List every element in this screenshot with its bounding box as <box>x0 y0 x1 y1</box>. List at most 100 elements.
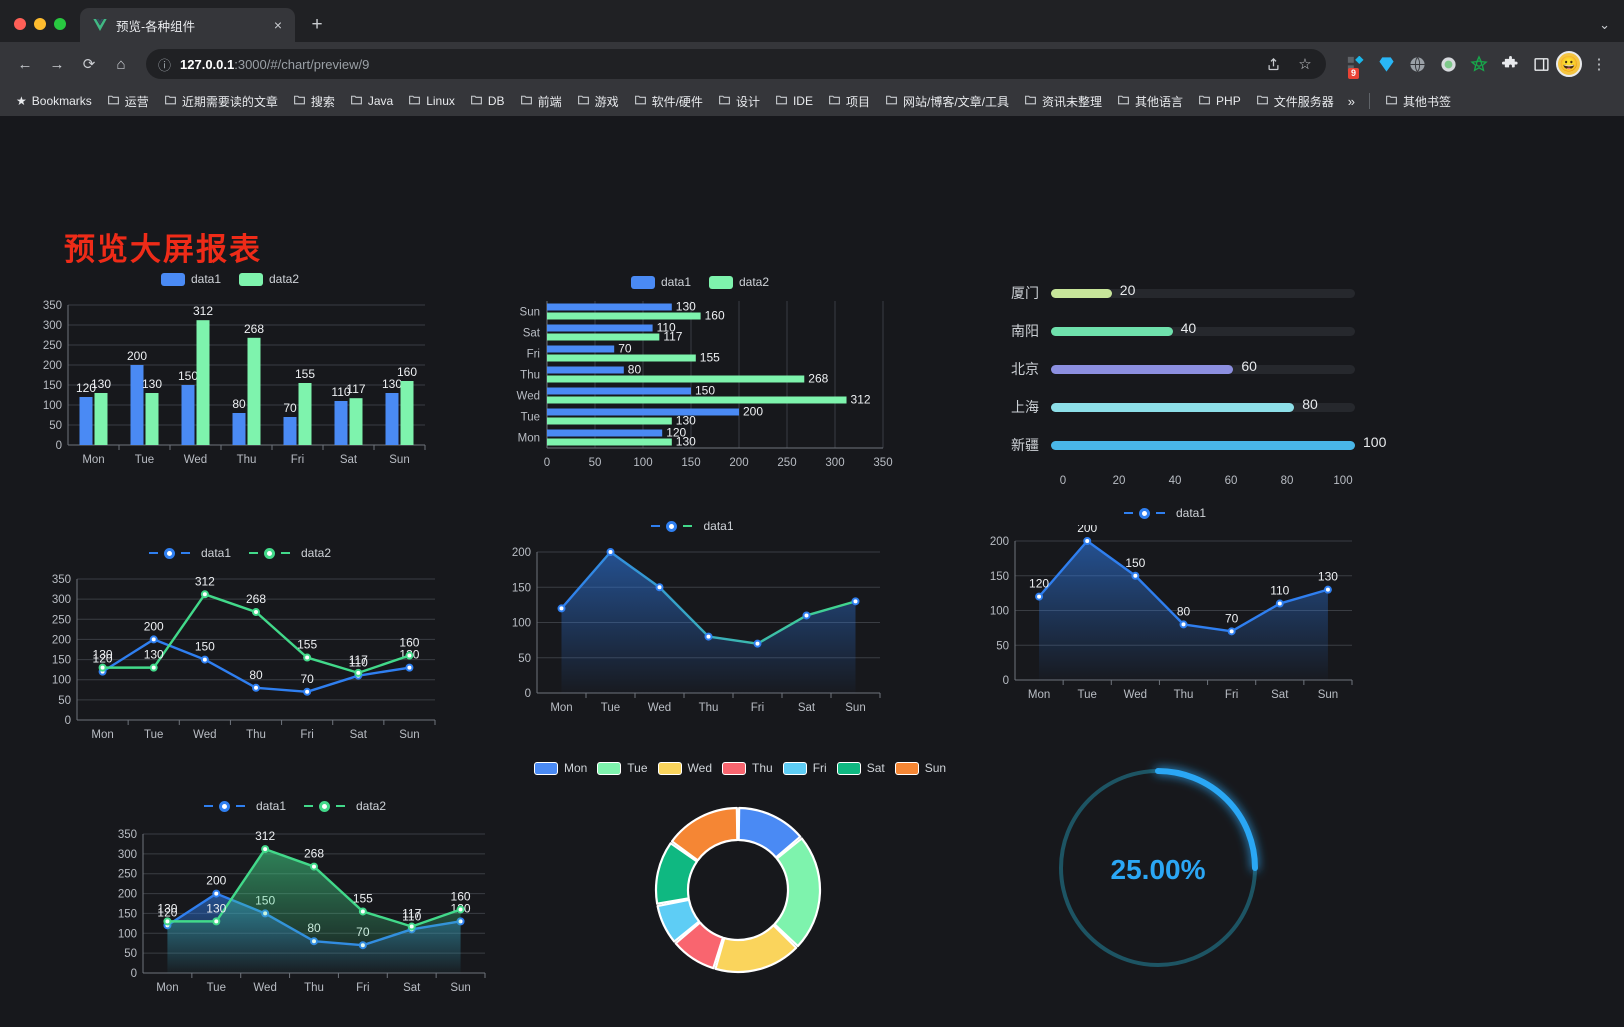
bookmark-star-icon[interactable]: ☆ <box>1298 56 1312 73</box>
globe-icon[interactable] <box>1404 51 1430 77</box>
bar[interactable] <box>547 438 672 446</box>
bookmark-folder[interactable]: 文件服务器 <box>1250 90 1340 113</box>
data-point[interactable] <box>358 907 367 916</box>
bar[interactable] <box>547 387 691 395</box>
bar[interactable] <box>547 396 847 404</box>
back-button[interactable]: ← <box>17 55 33 73</box>
legend-item-data1[interactable]: data1 <box>651 519 734 533</box>
pie-slice[interactable] <box>714 924 798 974</box>
bar[interactable] <box>232 413 246 445</box>
data-point[interactable] <box>310 862 318 871</box>
bookmark-folder[interactable]: 搜索 <box>287 90 341 113</box>
legend-item-wed[interactable]: Wed <box>657 761 712 775</box>
data-point[interactable] <box>802 611 811 620</box>
site-info-icon[interactable]: ⓘ <box>158 57 172 73</box>
data-point[interactable] <box>1179 620 1188 629</box>
maximize-window-button[interactable] <box>54 18 66 30</box>
new-tab-button[interactable]: + <box>311 14 323 35</box>
bar[interactable] <box>145 393 159 445</box>
data-point[interactable] <box>212 889 221 898</box>
data-point[interactable] <box>149 663 158 672</box>
bar[interactable] <box>547 312 701 320</box>
data-point[interactable] <box>1227 627 1236 636</box>
bookmark-folder[interactable]: Linux <box>402 90 461 112</box>
bookmark-folder[interactable]: 项目 <box>822 90 876 113</box>
bookmark-folder[interactable]: 其他语言 <box>1111 90 1189 113</box>
progress-track[interactable]: 20 <box>1051 282 1355 298</box>
bar[interactable] <box>247 337 261 445</box>
data-point[interactable] <box>303 687 312 696</box>
pie-slice[interactable] <box>670 806 739 862</box>
data-point[interactable] <box>98 663 107 672</box>
legend-item-data2[interactable]: data2 <box>239 272 299 286</box>
bookmark-folder[interactable]: 前端 <box>514 90 568 113</box>
forward-button[interactable]: → <box>49 55 65 73</box>
data-point[interactable] <box>606 548 615 556</box>
browser-tab[interactable]: 预览-各种组件 × <box>80 8 295 42</box>
data-point[interactable] <box>149 635 158 644</box>
other-bookmarks-folder[interactable]: 其他书签 <box>1379 90 1457 113</box>
bar[interactable] <box>547 324 653 332</box>
legend-item-data1[interactable]: data1 <box>148 546 231 560</box>
bookmark-folder[interactable]: 游戏 <box>571 90 625 113</box>
bar[interactable] <box>547 408 739 416</box>
bookmark-folder[interactable]: 近期需要读的文章 <box>158 90 284 113</box>
avatar[interactable]: 😀 <box>1556 51 1582 77</box>
data-point[interactable] <box>753 639 762 648</box>
progress-track[interactable]: 80 <box>1051 396 1355 412</box>
bar[interactable] <box>547 429 663 437</box>
data-point[interactable] <box>261 845 270 854</box>
legend-item-sat[interactable]: Sat <box>836 761 885 775</box>
bar[interactable] <box>181 385 195 445</box>
window-controls[interactable] <box>0 18 80 42</box>
bar[interactable] <box>400 381 414 445</box>
legend-item-data1[interactable]: data1 <box>203 799 286 813</box>
pie-slice[interactable] <box>737 806 802 859</box>
legend-item-data1[interactable]: data1 <box>160 272 221 286</box>
legend-item-thu[interactable]: Thu <box>722 761 773 775</box>
bookmark-folder[interactable]: 网站/博客/文章/工具 <box>879 90 1015 113</box>
bar[interactable] <box>298 383 312 445</box>
close-icon[interactable]: × <box>273 17 283 33</box>
home-button[interactable]: ⌂ <box>116 55 126 73</box>
bookmark-folder[interactable]: 资讯未整理 <box>1018 90 1108 113</box>
data-point[interactable] <box>252 608 260 617</box>
bookmark-folder[interactable]: 运营 <box>101 90 155 113</box>
reload-button[interactable]: ⟳ <box>82 56 96 73</box>
data-point[interactable] <box>303 653 312 662</box>
legend-item-data1[interactable]: data1 <box>1123 506 1206 520</box>
pie-slice[interactable] <box>773 837 822 948</box>
legend-item-tue[interactable]: Tue <box>597 761 648 775</box>
close-window-button[interactable] <box>14 18 26 30</box>
bar[interactable] <box>283 417 297 445</box>
pie-slice[interactable] <box>674 921 725 970</box>
legend-item-data2[interactable]: data2 <box>249 546 331 560</box>
bookmark-folder[interactable]: DB <box>464 90 511 112</box>
data-point[interactable] <box>1131 571 1140 580</box>
bar[interactable] <box>385 393 399 445</box>
data-point[interactable] <box>212 917 221 926</box>
diamond-icon[interactable] <box>1373 51 1399 77</box>
data-point[interactable] <box>557 604 566 613</box>
progress-track[interactable]: 40 <box>1051 320 1355 336</box>
grid-extension-icon[interactable]: 9 <box>1342 51 1368 79</box>
legend-item-fri[interactable]: Fri <box>782 761 827 775</box>
legend-item-mon[interactable]: Mon <box>533 761 587 775</box>
data-point[interactable] <box>851 597 860 606</box>
share-icon[interactable] <box>1258 49 1288 79</box>
data-point[interactable] <box>407 922 416 931</box>
progress-track[interactable]: 60 <box>1051 358 1355 374</box>
chevron-down-icon[interactable]: ⌄ <box>1599 17 1610 32</box>
minimize-window-button[interactable] <box>34 18 46 30</box>
data-point[interactable] <box>1035 592 1044 601</box>
browser-menu-button[interactable]: ⋮ <box>1591 56 1607 73</box>
bar[interactable] <box>94 393 108 445</box>
bookmarks-manager-button[interactable]: ★ Bookmarks <box>10 91 98 111</box>
data-point[interactable] <box>405 663 414 672</box>
bookmark-folder[interactable]: IDE <box>769 90 819 112</box>
bar[interactable] <box>79 397 93 445</box>
sidepanel-icon[interactable] <box>1528 51 1554 77</box>
bookmark-folder[interactable]: 设计 <box>712 90 766 113</box>
legend-item-data1[interactable]: data1 <box>630 275 691 289</box>
bar[interactable] <box>547 366 624 374</box>
